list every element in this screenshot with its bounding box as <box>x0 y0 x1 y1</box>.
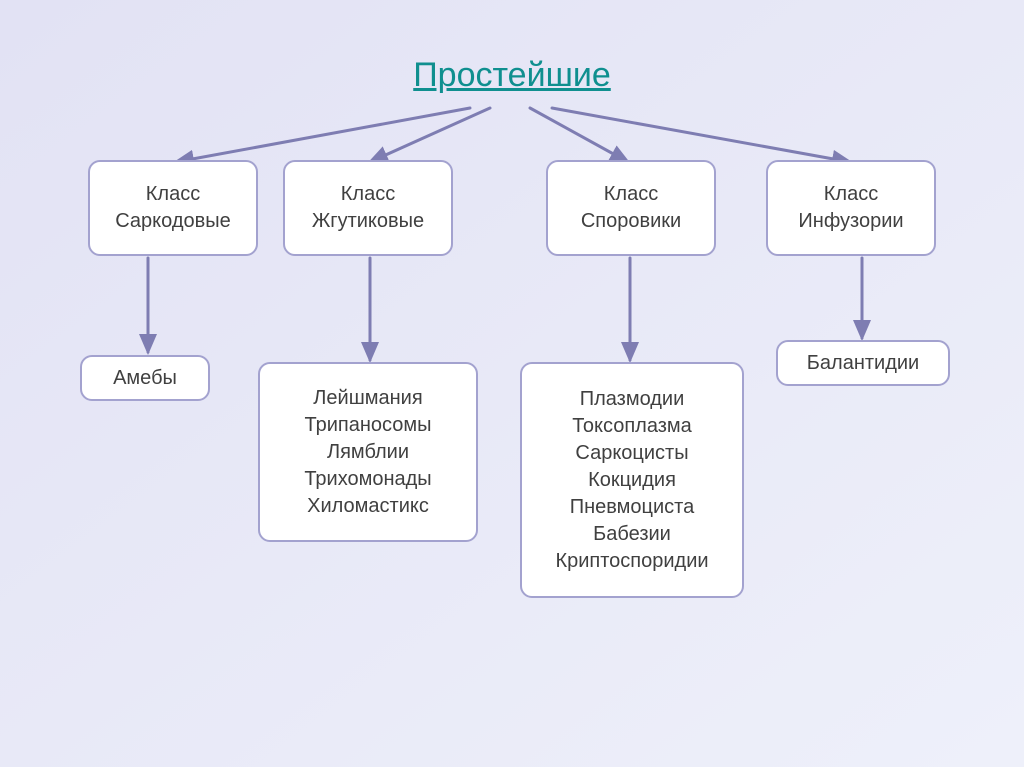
node-text-line: Трихомонады <box>304 466 431 493</box>
node-text-line: Класс <box>146 181 200 208</box>
class-node-sarcode: КлассСаркодовые <box>88 160 258 256</box>
node-text-line: Токсоплазма <box>572 413 692 440</box>
node-text-line: Хиломастикс <box>307 493 429 520</box>
node-text-line: Плазмодии <box>580 386 685 413</box>
node-text-line: Лямблии <box>327 439 409 466</box>
node-text-line: Пневмоциста <box>570 494 695 521</box>
class-node-infusoria: КлассИнфузории <box>766 160 936 256</box>
connector-arrow <box>530 108 628 162</box>
node-text-line: Класс <box>341 181 395 208</box>
connector-arrow <box>552 108 850 162</box>
node-text-line: Балантидии <box>807 350 919 377</box>
node-text-line: Саркоцисты <box>575 440 688 467</box>
node-text-line: Инфузории <box>798 208 903 235</box>
class-node-flagellate: КлассЖгутиковые <box>283 160 453 256</box>
node-text-line: Амебы <box>113 365 177 392</box>
connector-arrow <box>370 108 490 162</box>
node-text-line: Лейшмания <box>313 385 422 412</box>
node-text-line: Класс <box>824 181 878 208</box>
connector-arrow <box>176 108 470 162</box>
node-text-line: Споровики <box>581 208 681 235</box>
node-text-line: Жгутиковые <box>312 208 424 235</box>
class-node-sporozoa: КлассСпоровики <box>546 160 716 256</box>
diagram-title: Простейшие <box>413 56 611 95</box>
node-text-line: Кокцидия <box>588 467 676 494</box>
node-text-line: Бабезии <box>593 521 671 548</box>
node-text-line: Криптоспоридии <box>555 548 708 575</box>
leaf-node-amoeba: Амебы <box>80 355 210 401</box>
node-text-line: Класс <box>604 181 658 208</box>
leaf-node-balantidia: Балантидии <box>776 340 950 386</box>
node-text-line: Саркодовые <box>115 208 231 235</box>
leaf-node-sporozoa-examples: ПлазмодииТоксоплазмаСаркоцистыКокцидияПн… <box>520 362 744 598</box>
node-text-line: Трипаносомы <box>305 412 432 439</box>
leaf-node-flagellate-examples: ЛейшманияТрипаносомыЛямблииТрихомонадыХи… <box>258 362 478 542</box>
